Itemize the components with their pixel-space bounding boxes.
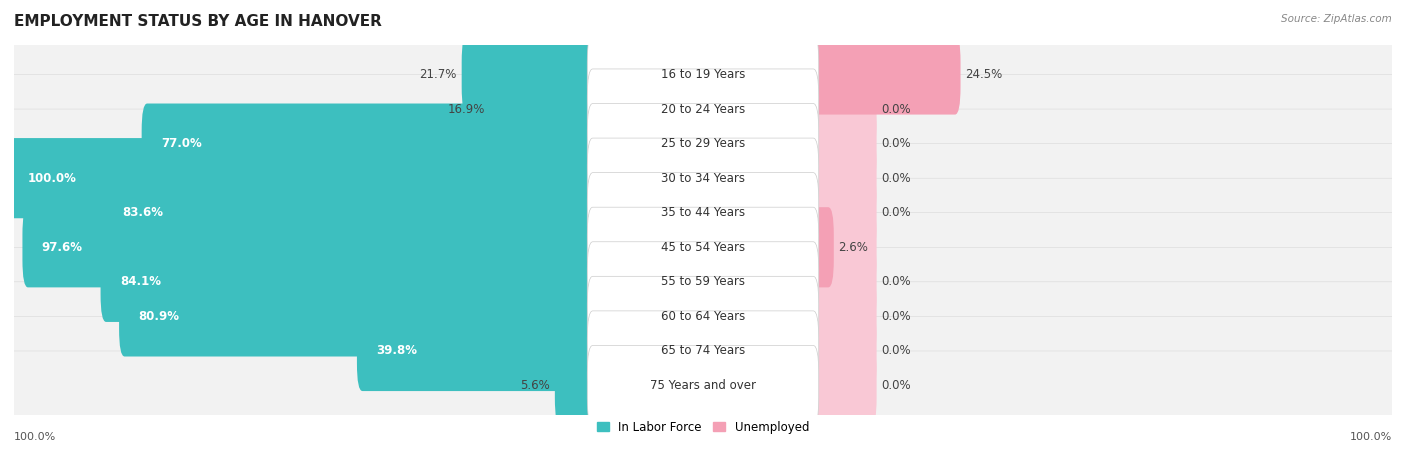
Text: 39.8%: 39.8% (377, 345, 418, 358)
Text: 45 to 54 Years: 45 to 54 Years (661, 241, 745, 254)
FancyBboxPatch shape (555, 345, 599, 426)
FancyBboxPatch shape (11, 40, 1395, 109)
Text: 75 Years and over: 75 Years and over (650, 379, 756, 392)
FancyBboxPatch shape (588, 276, 818, 356)
Text: 80.9%: 80.9% (138, 310, 180, 323)
FancyBboxPatch shape (120, 276, 599, 356)
Text: 35 to 44 Years: 35 to 44 Years (661, 206, 745, 219)
FancyBboxPatch shape (807, 34, 960, 115)
FancyBboxPatch shape (588, 242, 818, 322)
FancyBboxPatch shape (588, 173, 818, 253)
FancyBboxPatch shape (807, 242, 876, 322)
Text: 83.6%: 83.6% (122, 206, 163, 219)
FancyBboxPatch shape (11, 351, 1395, 420)
FancyBboxPatch shape (11, 143, 1395, 213)
FancyBboxPatch shape (807, 173, 876, 253)
FancyBboxPatch shape (807, 276, 876, 356)
Text: 0.0%: 0.0% (882, 276, 911, 288)
Text: 0.0%: 0.0% (882, 172, 911, 184)
FancyBboxPatch shape (807, 104, 876, 184)
FancyBboxPatch shape (11, 74, 1395, 143)
FancyBboxPatch shape (588, 138, 818, 218)
Text: EMPLOYMENT STATUS BY AGE IN HANOVER: EMPLOYMENT STATUS BY AGE IN HANOVER (14, 14, 382, 28)
FancyBboxPatch shape (588, 311, 818, 391)
FancyBboxPatch shape (11, 317, 1395, 386)
FancyBboxPatch shape (807, 138, 876, 218)
FancyBboxPatch shape (461, 34, 599, 115)
FancyBboxPatch shape (8, 138, 599, 218)
Text: 0.0%: 0.0% (882, 379, 911, 392)
FancyBboxPatch shape (807, 207, 834, 287)
Text: 20 to 24 Years: 20 to 24 Years (661, 102, 745, 115)
FancyBboxPatch shape (807, 207, 876, 287)
Text: 0.0%: 0.0% (882, 137, 911, 150)
FancyBboxPatch shape (807, 69, 876, 149)
FancyBboxPatch shape (489, 69, 599, 149)
Text: 0.0%: 0.0% (882, 345, 911, 358)
Text: 30 to 34 Years: 30 to 34 Years (661, 172, 745, 184)
FancyBboxPatch shape (588, 345, 818, 426)
FancyBboxPatch shape (357, 311, 599, 391)
Text: 60 to 64 Years: 60 to 64 Years (661, 310, 745, 323)
FancyBboxPatch shape (588, 207, 818, 287)
FancyBboxPatch shape (22, 207, 599, 287)
FancyBboxPatch shape (11, 178, 1395, 247)
FancyBboxPatch shape (588, 69, 818, 149)
Text: 55 to 59 Years: 55 to 59 Years (661, 276, 745, 288)
Text: 65 to 74 Years: 65 to 74 Years (661, 345, 745, 358)
FancyBboxPatch shape (807, 311, 876, 391)
Text: 16 to 19 Years: 16 to 19 Years (661, 68, 745, 81)
Text: 100.0%: 100.0% (28, 172, 77, 184)
Text: 97.6%: 97.6% (42, 241, 83, 254)
FancyBboxPatch shape (104, 173, 599, 253)
Text: 21.7%: 21.7% (419, 68, 457, 81)
Text: 24.5%: 24.5% (966, 68, 1002, 81)
FancyBboxPatch shape (11, 213, 1395, 282)
FancyBboxPatch shape (588, 104, 818, 184)
FancyBboxPatch shape (142, 104, 599, 184)
Text: 0.0%: 0.0% (882, 310, 911, 323)
FancyBboxPatch shape (11, 109, 1395, 178)
FancyBboxPatch shape (101, 242, 599, 322)
Text: 5.6%: 5.6% (520, 379, 550, 392)
Text: 100.0%: 100.0% (1350, 432, 1392, 442)
FancyBboxPatch shape (807, 34, 876, 115)
Text: 2.6%: 2.6% (838, 241, 869, 254)
FancyBboxPatch shape (11, 282, 1395, 351)
Text: 100.0%: 100.0% (14, 432, 56, 442)
Text: 0.0%: 0.0% (882, 102, 911, 115)
Legend: In Labor Force, Unemployed: In Labor Force, Unemployed (592, 416, 814, 439)
FancyBboxPatch shape (11, 247, 1395, 317)
Text: 84.1%: 84.1% (120, 276, 160, 288)
Text: 25 to 29 Years: 25 to 29 Years (661, 137, 745, 150)
Text: 16.9%: 16.9% (447, 102, 485, 115)
Text: 0.0%: 0.0% (882, 206, 911, 219)
FancyBboxPatch shape (807, 345, 876, 426)
Text: Source: ZipAtlas.com: Source: ZipAtlas.com (1281, 14, 1392, 23)
Text: 77.0%: 77.0% (160, 137, 201, 150)
FancyBboxPatch shape (588, 34, 818, 115)
